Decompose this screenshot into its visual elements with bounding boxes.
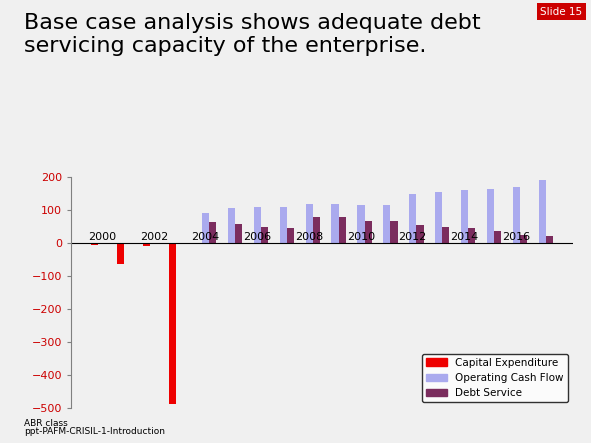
Bar bbox=[169, 243, 176, 404]
Bar bbox=[442, 226, 450, 243]
Text: 2004: 2004 bbox=[191, 233, 220, 242]
Text: 2012: 2012 bbox=[398, 233, 427, 242]
Bar bbox=[512, 187, 520, 243]
Bar bbox=[339, 218, 346, 243]
Text: Base case analysis shows adequate debt
servicing capacity of the enterprise.: Base case analysis shows adequate debt s… bbox=[24, 13, 480, 57]
Bar bbox=[546, 237, 553, 243]
Bar bbox=[117, 243, 124, 264]
Bar bbox=[143, 243, 150, 246]
Bar bbox=[228, 209, 235, 243]
Text: ABR class: ABR class bbox=[24, 419, 67, 427]
Bar bbox=[235, 224, 242, 243]
Text: 2006: 2006 bbox=[243, 233, 271, 242]
Bar bbox=[494, 232, 501, 243]
Bar bbox=[313, 217, 320, 243]
Bar bbox=[461, 190, 468, 243]
Bar bbox=[332, 203, 339, 243]
Bar bbox=[538, 180, 546, 243]
Bar bbox=[280, 207, 287, 243]
Bar bbox=[358, 205, 365, 243]
Bar bbox=[391, 222, 398, 243]
Bar bbox=[261, 227, 268, 243]
Text: 2002: 2002 bbox=[139, 233, 168, 242]
Text: 2000: 2000 bbox=[88, 233, 116, 242]
Bar bbox=[202, 214, 209, 243]
Bar bbox=[468, 228, 475, 243]
Text: ppt-PAFM-CRISIL-1-Introduction: ppt-PAFM-CRISIL-1-Introduction bbox=[24, 427, 165, 436]
Bar bbox=[306, 203, 313, 243]
Legend: Capital Expenditure, Operating Cash Flow, Debt Service: Capital Expenditure, Operating Cash Flow… bbox=[422, 354, 568, 402]
Text: 2010: 2010 bbox=[347, 233, 375, 242]
Bar bbox=[409, 194, 416, 243]
Bar bbox=[383, 205, 391, 243]
Bar bbox=[287, 228, 294, 243]
Bar bbox=[209, 222, 216, 243]
Text: Slide 15: Slide 15 bbox=[540, 7, 582, 17]
Bar bbox=[416, 225, 424, 243]
Text: 2016: 2016 bbox=[502, 233, 530, 242]
Text: 2014: 2014 bbox=[450, 233, 479, 242]
Bar bbox=[254, 207, 261, 243]
Bar bbox=[365, 221, 372, 243]
Bar bbox=[91, 243, 98, 245]
Text: 2008: 2008 bbox=[295, 233, 323, 242]
Bar bbox=[520, 235, 527, 243]
Bar bbox=[435, 192, 442, 243]
Bar bbox=[487, 189, 494, 243]
